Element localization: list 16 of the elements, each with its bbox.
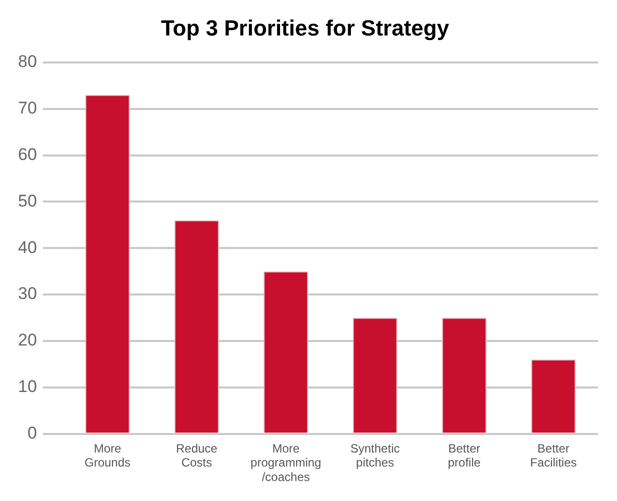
y-tick-label: 70 [18,98,37,118]
x-tick-label: Synthetic pitches [350,441,400,470]
x-tick-label: Better Facilities [530,441,577,470]
x-tick-label: More Grounds [84,441,131,470]
y-tick-label: 40 [18,238,37,257]
y-tick-label: 50 [18,191,37,210]
x-tick-label: Reduce Costs [176,441,218,470]
x-tick-label: More programming /coaches [250,441,322,484]
y-tick-label: 20 [18,330,37,350]
y-tick-label: 0 [27,423,37,442]
y-tick-label: 10 [18,377,37,396]
chart-title: Top 3 Priorities for Strategy [160,15,450,40]
y-tick-label: 30 [18,284,37,304]
x-tick-label: Better profile [448,441,481,470]
y-tick-label: 60 [18,144,37,164]
y-tick-label: 80 [18,52,37,72]
